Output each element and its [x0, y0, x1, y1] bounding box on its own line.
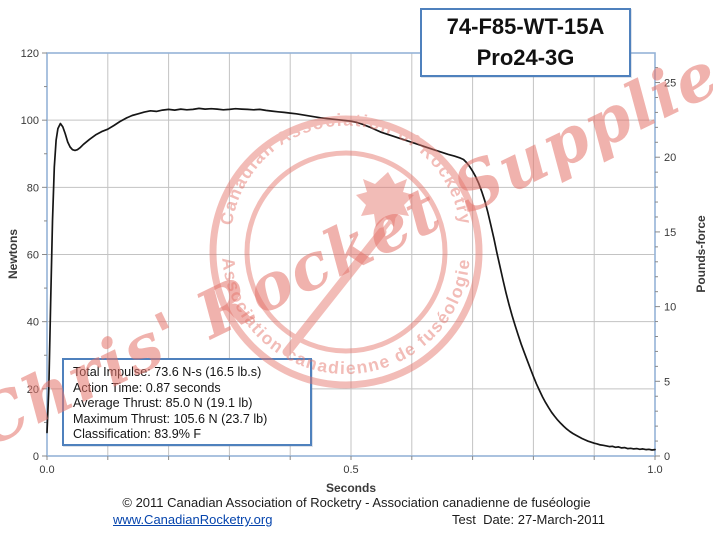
y-left-tick-label: 80 — [27, 182, 39, 194]
motor-designation: 74-F85-WT-15A — [446, 13, 605, 39]
x-axis-title: Seconds — [325, 481, 376, 495]
stat-maximum-thrust: Maximum Thrust: 105.6 N (23.7 lb) — [73, 411, 268, 426]
stat-total-impulse: Total Impulse: 73.6 N-s (16.5 lb.s) — [73, 365, 262, 379]
y-left-tick-label: 120 — [21, 48, 39, 60]
y-left-tick-label: 100 — [21, 115, 39, 127]
canadianrocketry-link[interactable]: www.CanadianRocketry.org — [113, 512, 273, 527]
y-right-tick-label: 20 — [664, 152, 676, 164]
y-left-tick-label: 60 — [27, 250, 39, 262]
y-right-tick-label: 25 — [664, 78, 676, 90]
x-tick-label: 0.0 — [39, 464, 54, 476]
stat-classification: Classification: 83.9% F — [73, 427, 202, 442]
y-right-tick-label: 5 — [664, 376, 670, 388]
x-tick-label: 1.0 — [647, 464, 662, 476]
y-right-tick-label: 15 — [664, 227, 676, 239]
stat-average-thrust: Average Thrust: 85.0 N (19.1 lb) — [73, 396, 253, 411]
stat-action-time: Action Time: 0.87 seconds — [73, 380, 221, 395]
y-left-tick-label: 40 — [27, 317, 39, 329]
test-date-text: Test Date: 27-March-2011 — [452, 512, 605, 527]
motor-designation-box: 74-F85-WT-15A Pro24-3G — [420, 8, 631, 77]
motor-model: Pro24-3G — [476, 44, 575, 70]
copyright-text: © 2011 Canadian Association of Rocketry … — [122, 495, 591, 510]
y-left-tick-label: 0 — [33, 451, 39, 463]
y-right-axis-title: Pounds-force — [694, 215, 708, 293]
y-right-tick-label: 10 — [664, 302, 676, 314]
y-right-tick-label: 0 — [664, 451, 670, 463]
y-left-axis-title: Newtons — [6, 229, 20, 280]
motor-stats-box: Total Impulse: 73.6 N-s (16.5 lb.s) Acti… — [62, 358, 312, 446]
y-left-tick-label: 20 — [27, 384, 39, 396]
x-tick-label: 0.5 — [343, 464, 358, 476]
